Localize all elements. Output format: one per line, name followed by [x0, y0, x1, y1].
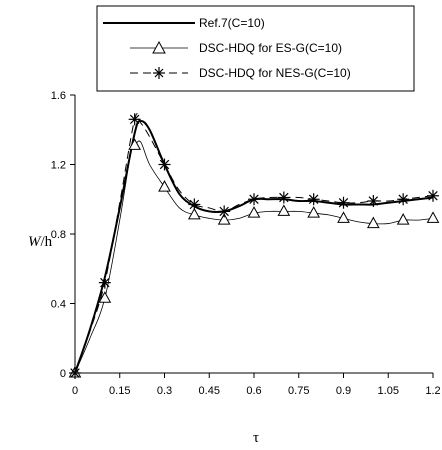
triangle-marker — [128, 138, 142, 150]
asterisk-marker — [248, 193, 260, 206]
asterisk-marker — [128, 113, 141, 126]
asterisk-marker — [69, 367, 81, 379]
series-3 — [69, 113, 439, 379]
triangle-marker — [247, 206, 261, 218]
x-tick-label: 0 — [72, 385, 78, 397]
series-2 — [68, 138, 440, 378]
y-tick-label: 0 — [60, 368, 66, 380]
triangle-marker — [366, 216, 380, 229]
x-axis-title: τ — [253, 430, 259, 446]
legend-marker-triangle-icon — [152, 40, 166, 54]
axes — [74, 95, 433, 374]
legend-label-es: DSC-HDQ for ES-G(C=10) — [199, 41, 342, 55]
asterisk-marker — [397, 193, 410, 206]
triangle-marker — [158, 180, 171, 192]
x-ticks: 0 0.15 0.3 0.45 0.6 0.75 0.9 1.05 1.2 — [72, 373, 441, 397]
legend-label-ref7: Ref.7(C=10) — [199, 16, 265, 30]
triangle-marker — [426, 211, 440, 223]
x-tick-label: 0.9 — [336, 385, 351, 397]
triangle-marker — [337, 211, 350, 223]
x-tick-label: 1.2 — [425, 385, 440, 397]
asterisk-marker — [188, 198, 201, 211]
series-line — [74, 119, 434, 374]
legend-frame — [96, 5, 415, 92]
series-1 — [74, 119, 434, 374]
y-axis-title: W/h — [28, 234, 53, 250]
asterisk-marker — [427, 189, 439, 202]
asterisk-marker — [277, 191, 290, 204]
y-tick-label: 0.8 — [51, 229, 66, 241]
legend-marker-asterisk-icon — [153, 67, 165, 79]
y-tick-label: 1.2 — [51, 160, 66, 172]
legend-label-nes: DSC-HDQ for NES-G(C=10) — [199, 66, 351, 80]
triangle-marker — [217, 213, 231, 225]
triangle-marker — [277, 204, 291, 216]
y-tick-label: 0.4 — [51, 299, 66, 311]
triangle-marker — [187, 207, 201, 220]
legend: Ref.7(C=10) DSC-HDQ for ES-G(C=10) DSC-H… — [96, 5, 415, 92]
asterisk-marker — [218, 205, 231, 218]
y-ticks: 0 0.4 0.8 1.2 1.6 — [51, 90, 75, 380]
x-tick-label: 0.75 — [288, 385, 309, 397]
triangle-marker — [98, 291, 112, 303]
x-tick-label: 0.45 — [199, 385, 220, 397]
series-line — [74, 140, 434, 374]
asterisk-marker — [337, 196, 350, 209]
x-tick-label: 1.05 — [378, 385, 399, 397]
asterisk-marker — [98, 276, 111, 289]
x-tick-label: 0.6 — [246, 385, 261, 397]
y-tick-label: 1.6 — [51, 90, 66, 102]
series-line — [74, 113, 434, 374]
x-tick-label: 0.15 — [109, 385, 130, 397]
triangle-marker — [307, 206, 321, 218]
asterisk-marker — [158, 158, 171, 171]
asterisk-marker — [367, 194, 380, 207]
x-tick-label: 0.3 — [157, 385, 172, 397]
asterisk-marker — [307, 193, 320, 206]
triangle-marker — [396, 213, 410, 225]
series-layer — [68, 113, 440, 379]
